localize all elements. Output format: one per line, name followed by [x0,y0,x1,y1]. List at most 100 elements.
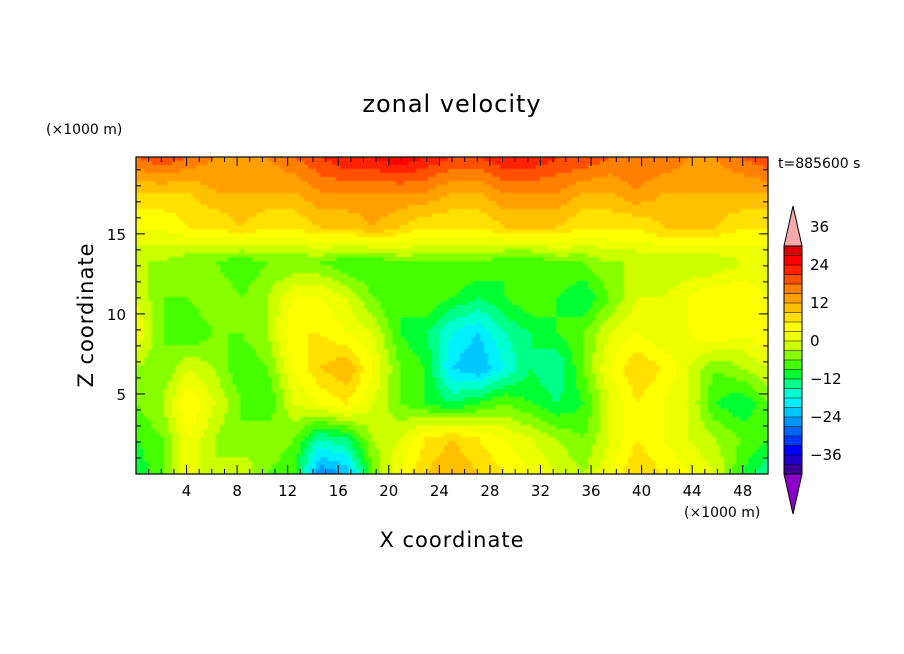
field-cell [636,181,641,186]
field-cell [728,181,733,186]
field-cell [380,157,385,162]
field-cell [528,173,533,178]
field-cell [448,241,453,246]
field-cell [176,201,181,206]
field-cell [420,193,425,198]
field-cell [616,185,621,190]
field-cell [168,161,173,166]
field-cell [604,217,609,222]
field-cell [276,177,281,182]
field-cell [244,209,249,214]
field-cell [404,253,409,258]
field-cell [600,221,605,226]
field-cell [592,229,597,234]
field-cell [328,173,333,178]
field-cell [716,221,721,226]
field-cell [560,229,565,234]
field-cell [688,185,693,190]
field-cell [692,233,697,238]
field-cell [244,165,249,170]
field-cell [200,225,205,230]
field-cell [684,209,689,214]
field-cell [716,169,721,174]
field-cell [720,189,725,194]
field-cell [444,257,449,262]
field-cell [204,205,209,210]
field-cell [368,245,373,250]
field-cell [452,265,457,270]
field-cell [372,281,377,286]
field-cell [148,205,153,210]
field-cell [680,165,685,170]
field-cell [696,273,701,278]
field-cell [488,213,493,218]
field-cell [760,217,765,222]
field-cell [144,217,149,222]
field-cell [296,193,301,198]
field-cell [292,169,297,174]
field-cell [372,185,377,190]
field-cell [436,229,441,234]
field-cell [172,253,177,258]
field-cell [476,281,481,286]
field-cell [528,221,533,226]
field-cell [648,253,653,258]
field-cell [180,221,185,226]
field-cell [728,249,733,254]
field-cell [208,253,213,258]
field-cell [340,241,345,246]
field-cell [712,245,717,250]
field-cell [308,209,313,214]
field-cell [588,209,593,214]
field-cell [412,213,417,218]
field-cell [160,177,165,182]
field-cell [492,237,497,242]
field-cell [532,177,537,182]
field-cell [552,241,557,246]
field-cell [612,205,617,210]
field-cell [252,157,257,162]
field-cell [728,213,733,218]
field-cell [684,201,689,206]
field-cell [420,229,425,234]
field-cell [144,233,149,238]
field-cell [212,241,217,246]
field-cell [636,277,641,282]
field-cell [204,273,209,278]
field-cell [380,205,385,210]
field-cell [428,229,433,234]
field-cell [392,237,397,242]
field-cell [156,209,161,214]
field-cell [460,273,465,278]
field-cell [516,277,521,282]
field-cell [384,169,389,174]
field-cell [632,197,637,202]
field-cell [640,205,645,210]
field-cell [528,277,533,282]
field-cell [396,241,401,246]
field-cell [568,229,573,234]
field-cell [216,237,221,242]
field-cell [436,233,441,238]
field-cell [224,281,229,286]
field-cell [196,217,201,222]
field-cell [184,273,189,278]
field-cell [316,177,321,182]
field-cell [460,261,465,266]
field-cell [548,261,553,266]
field-cell [156,197,161,202]
field-cell [636,249,641,254]
field-cell [692,213,697,218]
field-cell [648,265,653,270]
field-cell [472,265,477,270]
field-cell [340,177,345,182]
field-cell [400,177,405,182]
field-cell [476,273,481,278]
field-cell [292,217,297,222]
field-cell [424,233,429,238]
field-cell [164,281,169,286]
field-cell [508,253,513,258]
field-cell [568,237,573,242]
field-cell [260,257,265,262]
field-cell [656,209,661,214]
